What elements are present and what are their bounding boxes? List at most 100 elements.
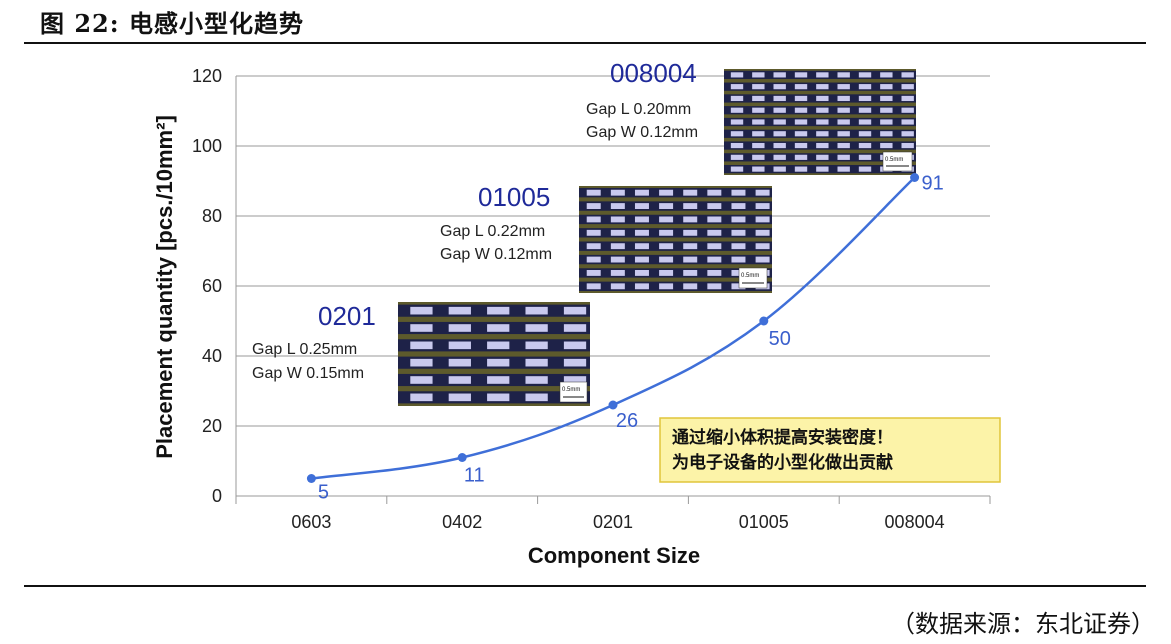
pattern-01005-chip-0-4 (683, 189, 698, 196)
x-tick-label-008004: 008004 (885, 512, 945, 532)
pattern-0201-chip-4-0 (410, 376, 433, 384)
pattern-01005-row-band-1 (579, 201, 772, 211)
pattern-01005-chip-6-6 (731, 269, 746, 276)
data-label-0603: 5 (318, 482, 329, 504)
note-line-2: 为电子设备的小型化做出贡献 (672, 452, 893, 473)
pattern-008004-chip-4-5 (837, 119, 850, 125)
pattern-008004-chip-2-5 (837, 95, 850, 102)
pattern-01005-chip-7-0 (586, 283, 601, 290)
pattern-008004-chip-7-6 (858, 154, 872, 160)
pattern-01005-chip-7-3 (659, 283, 674, 290)
pattern-008004-chip-1-6 (858, 84, 872, 90)
pattern-01005-row-band-4 (579, 241, 772, 251)
pattern-008004-chip-7-3 (794, 154, 808, 160)
pattern-01005-chip-5-0 (586, 256, 601, 263)
pattern-01005-row-band-7 (579, 281, 772, 291)
data-point-0603 (306, 474, 316, 483)
annotation-01005-title: 01005 (478, 182, 550, 212)
series-line-group (311, 176, 916, 480)
pattern-008004-chip-8-2 (773, 166, 786, 172)
pattern-01005-chip-2-0 (586, 216, 601, 223)
series-points (306, 173, 920, 483)
pattern-008004-chip-8-1 (752, 166, 765, 172)
data-point-008004 (910, 173, 920, 182)
y-tick-label-60: 60 (202, 276, 222, 296)
pattern-01005-chip-0-7 (755, 189, 770, 196)
pattern-01005-chip-4-5 (707, 243, 722, 250)
pattern-01005-chip-4-6 (731, 243, 746, 250)
micrograph-008004-pattern (724, 70, 916, 174)
pattern-01005-chip-7-4 (683, 283, 698, 290)
micrograph-01005-pattern (579, 188, 772, 291)
pattern-008004-chip-8-4 (816, 166, 829, 172)
pattern-008004-chip-1-2 (773, 84, 786, 90)
source-note: （数据来源：东北证券） (891, 610, 1155, 638)
pattern-01005-chip-6-3 (659, 269, 674, 276)
pattern-008004-chip-0-1 (752, 72, 765, 78)
pattern-008004-chip-7-5 (837, 154, 850, 160)
pattern-01005-chip-5-4 (683, 256, 698, 263)
pattern-0201-chip-4-4 (563, 376, 587, 384)
pattern-008004-chip-8-0 (730, 166, 744, 172)
pattern-008004-chip-1-8 (901, 84, 914, 90)
pattern-01005-chip-5-1 (610, 256, 625, 263)
pattern-008004-chip-6-7 (880, 142, 893, 149)
pattern-008004-chip-8-6 (858, 166, 872, 172)
pattern-008004-chip-0-4 (816, 72, 829, 78)
pattern-008004-chip-3-1 (752, 107, 765, 113)
pattern-008004-chip-7-0 (730, 154, 744, 160)
pattern-01005-chip-1-5 (707, 203, 722, 210)
pattern-008004-chip-8-5 (837, 166, 850, 172)
pattern-01005-chip-4-3 (659, 243, 674, 250)
pattern-008004-chip-5-5 (837, 131, 850, 137)
pattern-01005-chip-2-3 (659, 216, 674, 223)
pattern-008004-chip-1-5 (837, 84, 850, 90)
pattern-008004-chip-5-8 (901, 131, 914, 137)
pattern-01005-row-band-6 (579, 268, 772, 278)
pattern-0201-chip-0-4 (563, 306, 587, 315)
pattern-01005-chip-2-5 (707, 216, 722, 223)
pattern-008004-chip-0-6 (858, 72, 872, 78)
pattern-008004-chip-3-6 (858, 107, 872, 113)
pattern-01005-chip-0-0 (586, 189, 601, 196)
pattern-008004-chip-0-8 (901, 72, 914, 78)
pattern-01005-chip-3-1 (610, 229, 625, 236)
pattern-0201-chip-0-2 (487, 306, 510, 315)
pattern-01005-chip-1-1 (610, 203, 625, 210)
pattern-0201-chip-2-4 (563, 341, 587, 350)
data-point-0402 (457, 453, 467, 462)
pattern-0201-chip-2-0 (410, 341, 433, 350)
pattern-008004-chip-5-3 (794, 131, 808, 137)
note-line-1: 通过缩小体积提高安装密度！ (672, 427, 893, 448)
pattern-01005-row-band-5 (579, 254, 772, 265)
pattern-0201-chip-4-2 (487, 376, 510, 384)
data-label-008004: 91 (921, 173, 943, 195)
y-tick-label-40: 40 (202, 346, 222, 366)
pattern-01005-chip-6-4 (683, 269, 698, 276)
micrograph-0201-pattern (398, 304, 590, 404)
x-tick-labels: 0603 0402 0201 01005 008004 (291, 512, 944, 532)
pattern-0201-chip-3-2 (487, 358, 510, 367)
pattern-008004-chip-3-7 (880, 107, 893, 113)
pattern-0201-chip-2-2 (487, 341, 510, 350)
y-tick-label-120: 120 (192, 66, 222, 86)
pattern-008004-chip-0-7 (880, 72, 893, 78)
pattern-008004-chip-4-1 (752, 119, 765, 125)
pattern-008004-chip-2-4 (816, 95, 829, 102)
pattern-008004-chip-0-2 (773, 72, 786, 78)
pattern-01005-chip-5-7 (755, 256, 770, 263)
annotation-0201-gap-l: Gap L 0.25mm (252, 341, 357, 358)
pattern-0201-chip-3-0 (410, 358, 433, 367)
pattern-01005-chip-6-0 (586, 269, 601, 276)
x-axis-title: Component Size (528, 543, 700, 568)
scale-label-0201: 0.5mm (562, 387, 580, 393)
pattern-0201-chip-0-3 (525, 306, 548, 315)
pattern-01005-chip-3-5 (707, 229, 722, 236)
pattern-008004-chip-4-6 (858, 119, 872, 125)
data-point-0201 (608, 400, 618, 410)
pattern-008004-chip-2-8 (901, 95, 914, 102)
pattern-0201-chip-4-1 (448, 376, 471, 384)
pattern-0201-chip-5-1 (448, 393, 471, 402)
pattern-01005-chip-1-4 (683, 203, 698, 210)
pattern-01005-chip-4-2 (634, 243, 649, 250)
